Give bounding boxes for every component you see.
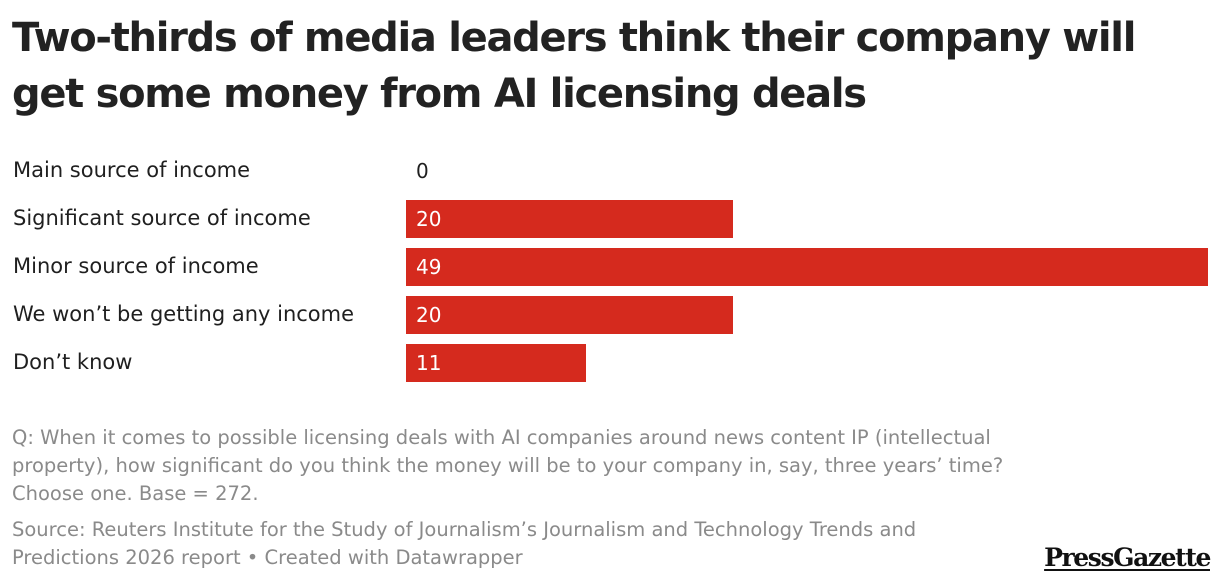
value-label: 20	[416, 303, 442, 327]
value-label: 0	[416, 159, 429, 183]
category-label: Minor source of income	[13, 254, 259, 278]
bar-row: Minor source of income 49	[0, 246, 1220, 286]
value-label: 49	[416, 255, 442, 279]
chart-title: Two-thirds of media leaders think their …	[12, 15, 1136, 117]
bar	[406, 296, 733, 334]
bar-row: We won’t be getting any income 20	[0, 294, 1220, 334]
bar-row: Don’t know 11	[0, 342, 1220, 382]
survey-question-note: Q: When it comes to possible licensing d…	[12, 426, 1004, 505]
press-gazette-logo: PressGazette	[1044, 543, 1211, 572]
bar	[406, 248, 1208, 286]
value-label: 20	[416, 207, 442, 231]
value-label: 11	[416, 351, 442, 375]
category-label: Main source of income	[13, 158, 251, 182]
category-label: Significant source of income	[13, 206, 311, 230]
bar-chart: Main source of income 0 Significant source…	[0, 150, 1220, 390]
bar-row: Significant source of income 20	[0, 198, 1220, 238]
bar	[406, 344, 586, 382]
bar	[406, 200, 733, 238]
category-label: Don’t know	[13, 350, 133, 374]
category-label: We won’t be getting any income	[13, 302, 355, 326]
source-credit: Source: Reuters Institute for the Study …	[12, 518, 917, 569]
bar-row: Main source of income 0	[0, 150, 1220, 190]
